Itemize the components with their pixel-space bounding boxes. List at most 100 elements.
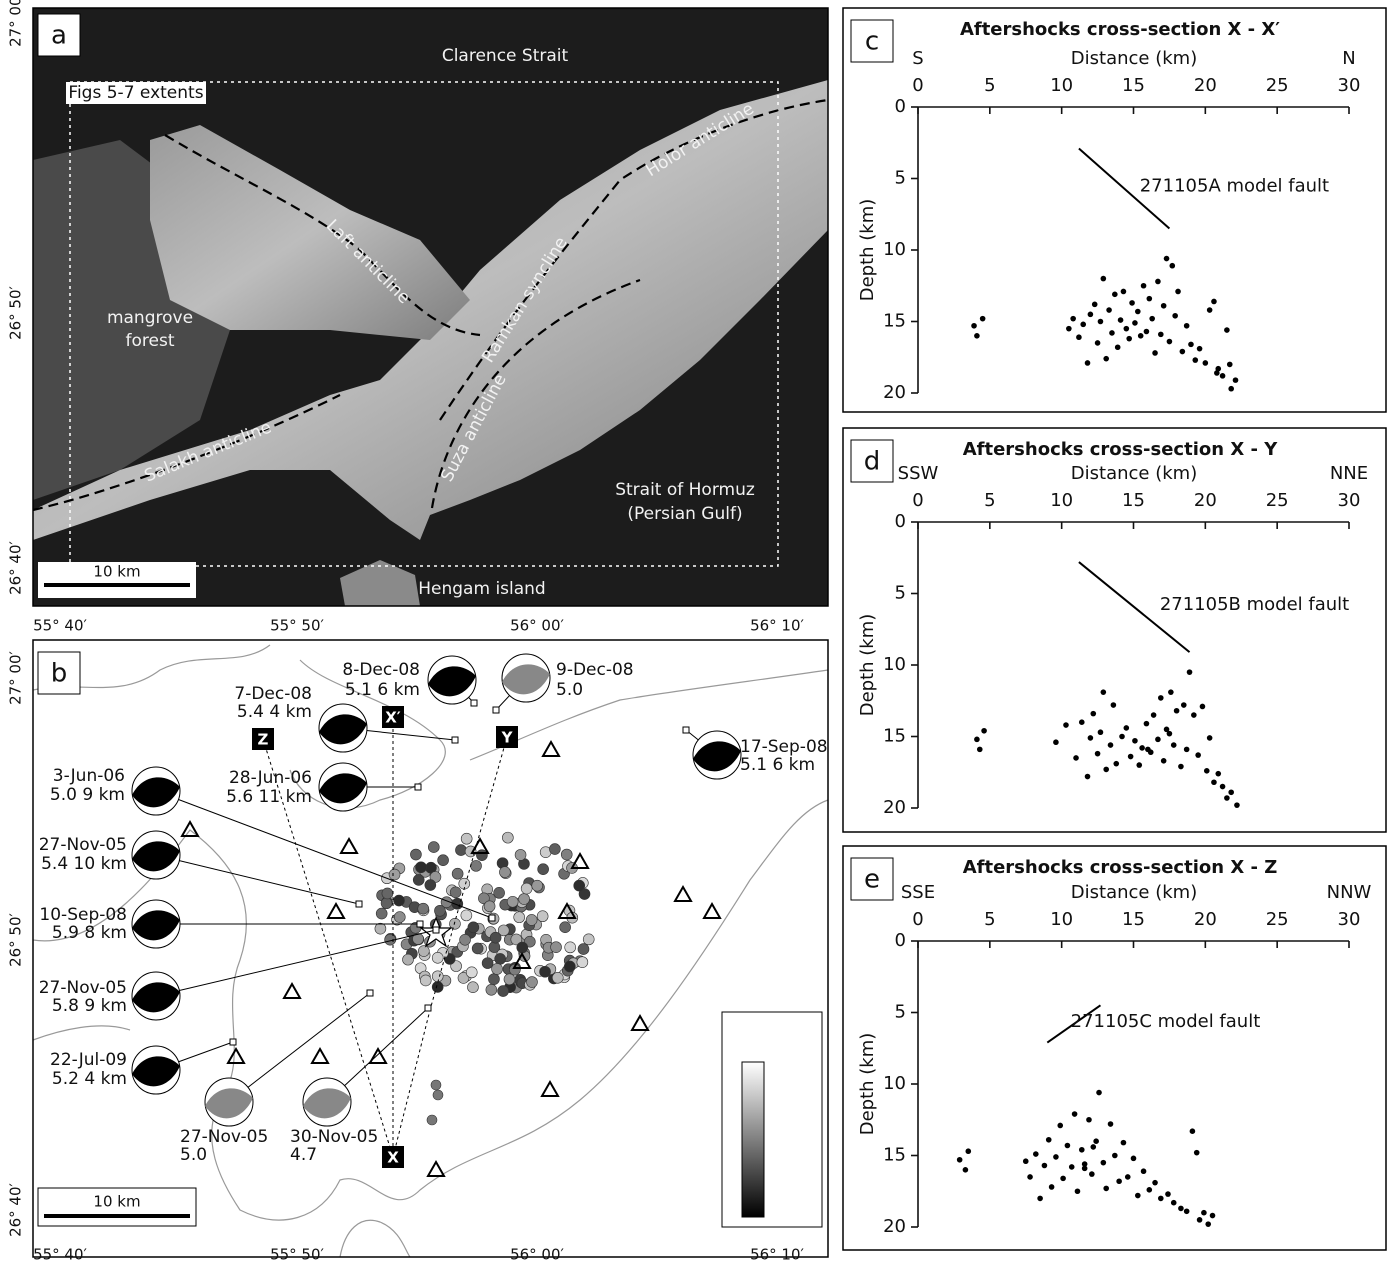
y-tick-label: 10 <box>883 239 906 260</box>
aftershock-dot <box>381 898 392 909</box>
aftershock-point <box>1200 704 1206 710</box>
aftershock-point <box>1126 336 1132 342</box>
event-date: 10-Sep-08 <box>39 905 127 925</box>
aftershock-point <box>1207 735 1213 741</box>
aftershock-point <box>1080 322 1086 328</box>
aftershock-point <box>1121 289 1127 295</box>
aftershock-point <box>1065 1143 1071 1149</box>
aftershock-point <box>1131 1156 1137 1162</box>
aftershock-dot <box>537 911 548 922</box>
aftershock-point <box>963 1167 969 1173</box>
aftershock-point <box>1214 370 1220 376</box>
aftershock-dot <box>466 967 477 978</box>
aftershock-dot <box>502 832 513 843</box>
x-tick-label: 25 <box>1266 490 1289 511</box>
aftershock-point <box>1147 1187 1153 1193</box>
aftershock-dot <box>488 974 499 985</box>
x-tick-label: 10 <box>1050 490 1073 511</box>
aftershock-point <box>1190 1128 1196 1134</box>
aftershock-point <box>1138 333 1144 339</box>
aftershock-point <box>1098 319 1104 325</box>
aftershock-point <box>965 1148 971 1154</box>
x-tick-label: 20 <box>1194 75 1217 96</box>
aftershock-point <box>1171 742 1177 748</box>
lat-label: 26° 40′ <box>7 1182 25 1236</box>
aftershock-point <box>981 728 987 734</box>
x-axis-label: Distance (km) <box>1071 463 1197 484</box>
aftershock-point <box>1197 346 1203 352</box>
y-tick-label: 10 <box>883 1073 906 1094</box>
aftershock-point <box>1174 708 1180 714</box>
fault-label: 271105B model fault <box>1160 594 1349 615</box>
lon-label: 56° 10′ <box>750 617 804 635</box>
event-location <box>452 737 458 743</box>
aftershock-point <box>1145 747 1151 753</box>
y-axis-label: Depth (km) <box>857 614 878 717</box>
chart-title: Aftershocks cross-section X - X′ <box>960 19 1280 40</box>
aftershock-dot <box>517 942 528 953</box>
aftershock-dot <box>450 887 461 898</box>
aftershock-dot <box>551 942 562 953</box>
aftershock-dot <box>433 1090 443 1100</box>
aftershock-point <box>1201 1210 1207 1216</box>
event-date: 30-Nov-05 <box>290 1127 378 1147</box>
x-tick-label: 30 <box>1338 490 1361 511</box>
lon-label: 55° 50′ <box>270 617 324 635</box>
aftershock-point <box>1053 739 1059 745</box>
aftershock-point <box>971 323 977 329</box>
aftershock-point <box>1121 1140 1127 1146</box>
event-info: 5.6 11 km <box>226 787 312 807</box>
aftershock-point <box>1158 1196 1164 1202</box>
event-date: 3-Jun-06 <box>53 766 125 786</box>
lon-label: 55° 40′ <box>33 1246 87 1264</box>
aftershock-dot <box>549 844 560 855</box>
aftershock-dot <box>461 910 472 921</box>
event-info: 4.7 <box>290 1145 317 1165</box>
x-tick-label: 15 <box>1122 75 1145 96</box>
y-tick-label: 5 <box>895 1002 906 1023</box>
aftershock-dot <box>494 887 505 898</box>
aftershock-point <box>1220 784 1226 790</box>
aftershock-dot <box>438 855 449 866</box>
aftershock-point <box>1069 1164 1075 1170</box>
aftershock-point <box>1205 1221 1211 1227</box>
lon-label: 56° 00′ <box>510 1246 564 1264</box>
aftershock-point <box>977 747 983 753</box>
aftershock-dot <box>495 953 506 964</box>
y-tick-label: 15 <box>883 726 906 747</box>
aftershock-point <box>1066 326 1072 332</box>
chart-title: Aftershocks cross-section X - Z <box>963 857 1278 878</box>
aftershock-point <box>1037 1196 1043 1202</box>
aftershock-point <box>1112 1153 1118 1159</box>
aftershock-point <box>1204 768 1210 774</box>
event-date: 22-Jul-09 <box>50 1050 127 1070</box>
aftershock-point <box>1046 1137 1052 1143</box>
y-tick-label: 20 <box>883 1216 906 1237</box>
lat-label: 27° 00′ <box>7 650 25 704</box>
aftershock-point <box>1228 789 1234 795</box>
aftershock-point <box>1103 767 1109 773</box>
aftershock-point <box>1093 1138 1099 1144</box>
aftershock-point <box>1180 349 1186 355</box>
x-tick-label: 20 <box>1194 909 1217 930</box>
aftershock-dot <box>552 972 563 983</box>
charts: cAftershocks cross-section X - X′Distanc… <box>843 8 1386 1250</box>
aftershock-point <box>1181 702 1187 708</box>
aftershock-point <box>1168 689 1174 695</box>
aftershock-point <box>1158 695 1164 701</box>
place-label: mangrove <box>107 308 193 328</box>
aftershock-dot <box>389 869 400 880</box>
aftershock-point <box>1211 299 1217 305</box>
aftershock-point <box>974 737 980 743</box>
aftershock-point <box>1195 752 1201 758</box>
event-info: 5.0 9 km <box>50 785 125 805</box>
colorbar <box>742 1062 764 1217</box>
panel-letter: d <box>864 447 881 477</box>
aftershock-point <box>1151 712 1157 718</box>
aftershock-point <box>1184 323 1190 329</box>
section-label: X′ <box>385 709 401 727</box>
aftershock-point <box>1172 313 1178 319</box>
event-location <box>367 990 373 996</box>
event-info: 5.0 <box>556 680 583 700</box>
aftershock-dot <box>472 943 483 954</box>
